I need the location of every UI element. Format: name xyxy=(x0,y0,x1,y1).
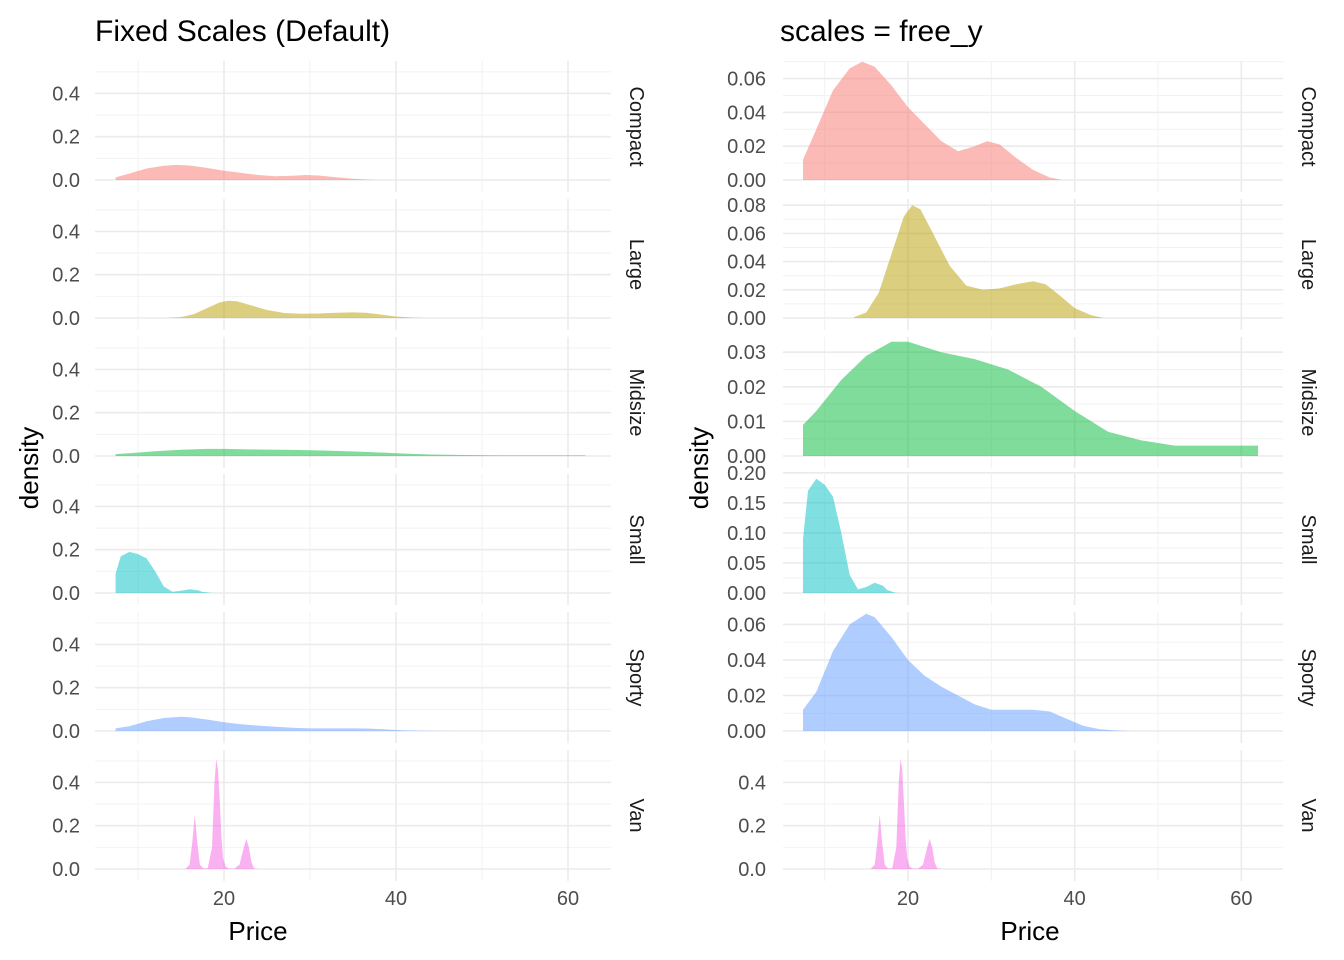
panel-large-free-y: 0.00 0.02 0.04 0.06 0.08 Large xyxy=(727,195,1319,330)
y-tick-label: 0.08 xyxy=(727,195,766,217)
y-tick-label: 0.2 xyxy=(52,127,80,149)
density-area-small xyxy=(803,478,900,593)
y-tick-label: 0.02 xyxy=(727,685,766,707)
facet-strip-midsize: Midsize xyxy=(625,369,647,437)
facet-strip-large: Large xyxy=(625,239,647,290)
y-tick-label: 0.2 xyxy=(52,678,80,700)
facet-strip-sporty: Sporty xyxy=(625,649,647,707)
facet-strip-midsize: Midsize xyxy=(1297,369,1319,437)
facet-strip-compact: Compact xyxy=(1297,86,1319,166)
facet-strip-small: Small xyxy=(625,514,647,564)
facet-strip-compact: Compact xyxy=(625,86,647,166)
panel-large-fixed: 0.0 0.2 0.4 Large xyxy=(52,199,647,330)
y-tick-label: 0.4 xyxy=(52,634,80,656)
y-tick-label: 0.05 xyxy=(727,553,766,575)
y-tick-label: 0.00 xyxy=(727,170,766,192)
y-tick-label: 0.06 xyxy=(727,614,766,636)
density-area-midsize xyxy=(803,341,1258,456)
y-tick-label: 0.4 xyxy=(52,772,80,794)
y-tick-label: 0.0 xyxy=(52,859,80,881)
y-tick-label: 0.06 xyxy=(727,223,766,245)
density-area-large xyxy=(168,300,427,318)
panel-compact-fixed: 0.0 0.2 0.4 Compact xyxy=(52,61,647,192)
y-tick-label: 0.4 xyxy=(738,772,766,794)
y-tick-label: 0.02 xyxy=(727,280,766,302)
y-tick-label: 0.2 xyxy=(52,403,80,425)
panel-midsize-free-y: 0.00 0.01 0.02 0.03 Midsize xyxy=(727,337,1319,468)
y-tick-label: 0.0 xyxy=(52,583,80,605)
y-tick-label: 0.00 xyxy=(727,308,766,330)
panel-compact-free-y: 0.00 0.02 0.04 0.06 Compact xyxy=(727,61,1319,192)
y-tick-label: 0.0 xyxy=(52,446,80,468)
y-tick-label: 0.4 xyxy=(52,221,80,243)
x-tick-label: 20 xyxy=(213,888,235,910)
x-tick-label: 40 xyxy=(1064,888,1086,910)
panel-sporty-fixed: 0.0 0.2 0.4 Sporty xyxy=(52,612,647,743)
panel-small-fixed: 0.0 0.2 0.4 Small xyxy=(52,474,647,605)
fixed-scales-plot: 0.0 0.2 0.4 Compact 0.0 0.2 0.4 Large 0.0 0.2 0.4 M… xyxy=(14,61,647,946)
y-tick-label: 0.2 xyxy=(52,265,80,287)
y-tick-label: 0.0 xyxy=(52,308,80,330)
panel-midsize-fixed: 0.0 0.2 0.4 Midsize xyxy=(52,337,647,468)
x-tick-label: 60 xyxy=(557,888,579,910)
free-y-scales-plot: 0.000.020.040.06Compact0.000.020.040.060… xyxy=(684,61,1319,946)
y-tick-label: 0.04 xyxy=(727,252,766,274)
y-tick-label: 0.0 xyxy=(52,721,80,743)
y-tick-label: 0.02 xyxy=(727,136,766,158)
density-area-sporty xyxy=(803,613,1133,731)
y-tick-label: 0.00 xyxy=(727,583,766,605)
density-area-large xyxy=(853,205,1104,318)
y-tick-label: 0.4 xyxy=(52,359,80,381)
panel-van-free-y: 0.0 0.2 0.4 Van xyxy=(738,750,1319,881)
y-tick-label: 0.0 xyxy=(52,170,80,192)
y-tick-label: 0.20 xyxy=(727,463,766,485)
y-tick-label: 0.06 xyxy=(727,69,766,91)
y-tick-label: 0.04 xyxy=(727,650,766,672)
y-tick-label: 0.00 xyxy=(727,446,766,468)
y-tick-label: 0.10 xyxy=(727,523,766,545)
y-tick-label: 0.2 xyxy=(52,816,80,838)
density-area-compact xyxy=(803,61,1063,181)
facet-strip-large: Large xyxy=(1297,239,1319,290)
density-area-midsize xyxy=(115,448,586,456)
chart-title-free-y: scales = free_y xyxy=(780,15,983,48)
y-tick-label: 0.03 xyxy=(727,342,766,364)
x-axis-title: Price xyxy=(1000,916,1059,946)
facet-strip-small: Small xyxy=(1297,514,1319,564)
facet-strip-sporty: Sporty xyxy=(1297,649,1319,707)
y-tick-label: 0.15 xyxy=(727,493,766,515)
y-tick-label: 0.0 xyxy=(738,859,766,881)
chart-title-fixed: Fixed Scales (Default) xyxy=(95,15,390,48)
y-tick-label: 0.4 xyxy=(52,496,80,518)
facet-strip-van: Van xyxy=(625,798,647,832)
panel-sporty-free-y: 0.00 0.02 0.04 0.06 Sporty xyxy=(727,612,1319,743)
y-tick-label: 0.04 xyxy=(727,102,766,124)
density-area-van xyxy=(870,758,942,869)
x-tick-label: 40 xyxy=(385,888,407,910)
y-tick-label: 0.01 xyxy=(727,411,766,433)
x-tick-label: 20 xyxy=(897,888,919,910)
y-tick-label: 0.4 xyxy=(52,83,80,105)
y-axis-title: density xyxy=(684,427,714,509)
panel-small-free-y: 0.00 0.05 0.10 0.15 0.20 Small xyxy=(727,463,1319,605)
density-area-small xyxy=(115,551,216,593)
y-tick-label: 0.00 xyxy=(727,721,766,743)
density-area-sporty xyxy=(115,716,457,731)
density-area-compact xyxy=(115,164,384,180)
y-tick-label: 0.2 xyxy=(738,816,766,838)
y-tick-label: 0.2 xyxy=(52,540,80,562)
facet-strip-van: Van xyxy=(1297,798,1319,832)
y-axis-title: density xyxy=(14,427,44,509)
density-area-van xyxy=(185,758,259,869)
panel-van-fixed: 0.0 0.2 0.4 Van xyxy=(52,750,647,881)
x-axis-title: Price xyxy=(228,916,287,946)
x-tick-label: 60 xyxy=(1230,888,1252,910)
y-tick-label: 0.02 xyxy=(727,377,766,399)
